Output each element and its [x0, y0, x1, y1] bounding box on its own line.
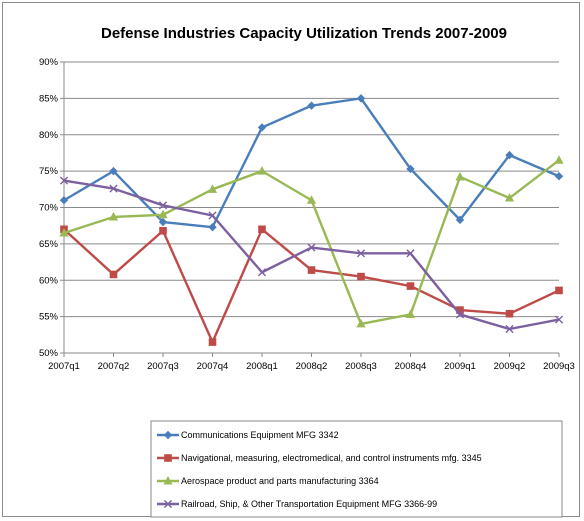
x-tick-label: 2009q2: [494, 361, 526, 372]
y-tick-label: 70%: [39, 203, 59, 214]
grid-layer: [64, 61, 559, 318]
data-point: [405, 309, 416, 318]
data-point: [307, 101, 316, 110]
data-point: [505, 150, 514, 160]
x-tick-label: 2009q3: [543, 361, 575, 372]
legend-marker: [163, 499, 173, 509]
data-point: [59, 176, 69, 185]
x-tick-label: 2008q1: [246, 361, 278, 372]
data-point: [505, 309, 514, 318]
legend-label: Aerospace product and parts manufacturin…: [181, 476, 379, 486]
data-point: [505, 324, 514, 334]
data-point: [555, 286, 563, 295]
data-point: [406, 249, 415, 258]
x-tick-label: 2007q1: [48, 361, 80, 372]
series-line: [63, 228, 560, 344]
data-point: [108, 211, 119, 221]
series-3: [59, 155, 564, 328]
x-tick-label: 2007q4: [197, 361, 229, 372]
y-tick-label: 85%: [39, 93, 59, 104]
data-point: [406, 164, 415, 174]
legend-item: Railroad, Ship, & Other Transportation E…: [157, 499, 437, 509]
legend-box: [150, 420, 563, 518]
data-point: [208, 338, 217, 346]
y-tick-label: 60%: [39, 275, 59, 286]
x-tick-label: 2007q3: [147, 361, 179, 372]
y-tick-label: 50%: [39, 348, 59, 359]
y-tick-label: 75%: [39, 166, 59, 177]
data-point: [208, 222, 217, 232]
data-point: [455, 171, 465, 181]
legend-marker: [163, 476, 173, 485]
data-point: [504, 193, 515, 202]
series-layer: [59, 94, 564, 346]
series-1: [59, 94, 564, 232]
data-point: [158, 209, 168, 219]
x-tick-label: 2008q4: [395, 361, 427, 372]
data-point: [554, 155, 564, 164]
data-point: [59, 227, 69, 237]
legend-label: Communications Equipment MFG 3342: [181, 430, 339, 440]
y-tick-label: 90%: [39, 57, 59, 68]
data-point: [307, 243, 316, 252]
legend-item: Navigational, measuring, electromedical,…: [157, 453, 482, 463]
series-line: [63, 159, 560, 326]
data-point: [258, 225, 266, 234]
data-point: [109, 184, 118, 193]
series-2: [60, 225, 563, 346]
data-point: [159, 226, 167, 235]
legend: Communications Equipment MFG 3342 Navigat…: [150, 420, 563, 518]
data-point: [207, 184, 218, 193]
data-point: [158, 217, 168, 227]
data-point: [456, 306, 464, 314]
x-tick-label: 2008q3: [345, 361, 377, 372]
legend-label: Railroad, Ship, & Other Transportation E…: [181, 499, 437, 509]
data-point: [356, 249, 366, 258]
data-point: [257, 166, 267, 175]
legend-marker: [163, 430, 173, 440]
data-point: [356, 318, 366, 328]
y-tick-label: 55%: [39, 312, 59, 323]
data-point: [306, 195, 317, 204]
data-point: [455, 215, 465, 225]
data-point: [357, 272, 365, 281]
legend-item: Communications Equipment MFG 3342: [157, 430, 339, 440]
data-point: [356, 94, 366, 103]
axis-layer: 50% 55% 60% 65% 70% 75% 80% 85% 90% 2007q1 2007q2 2…: [39, 57, 575, 372]
x-tick-label: 2009q1: [444, 361, 476, 372]
data-point: [109, 166, 118, 176]
data-point: [554, 172, 564, 181]
legend-marker: [164, 454, 172, 462]
x-tick-label: 2007q2: [98, 361, 130, 372]
data-point: [208, 211, 217, 220]
x-tick-label: 2008q2: [296, 361, 328, 372]
data-point: [59, 196, 69, 205]
data-point: [109, 270, 118, 279]
data-point: [455, 310, 465, 319]
y-tick-label: 80%: [39, 130, 59, 141]
legend-item: Aerospace product and parts manufacturin…: [157, 476, 379, 486]
data-point: [257, 123, 267, 132]
data-point: [554, 315, 564, 324]
chart-title: Defense Industries Capacity Utilization …: [101, 25, 507, 42]
data-point: [406, 282, 415, 290]
series-4: [59, 176, 564, 334]
data-point: [307, 266, 316, 274]
data-point: [257, 268, 267, 277]
legend-label: Navigational, measuring, electromedical,…: [181, 453, 482, 463]
y-tick-label: 65%: [39, 239, 59, 250]
data-point: [158, 201, 168, 210]
